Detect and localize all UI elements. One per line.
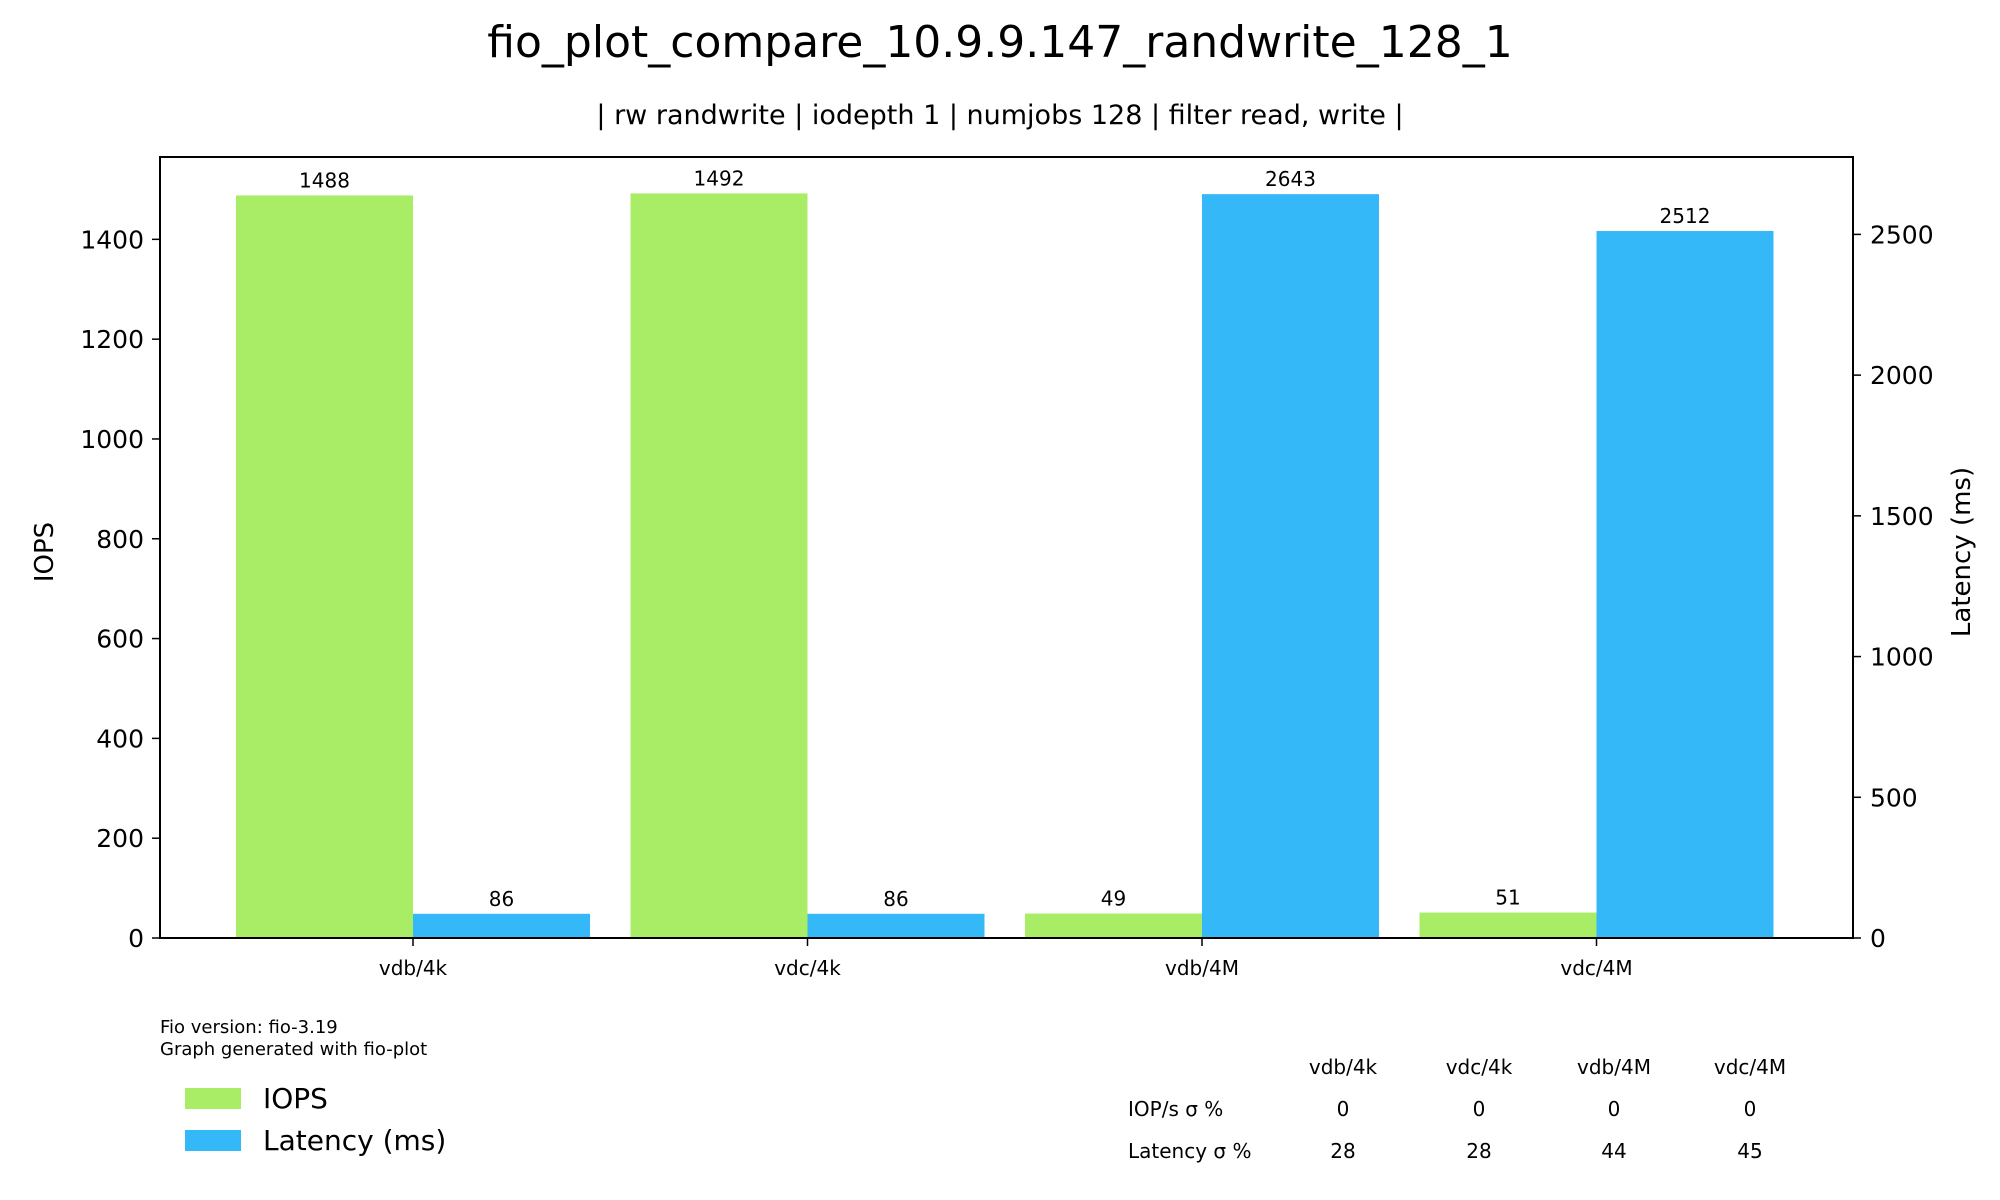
table-cell: 44 — [1601, 1139, 1626, 1163]
table-column-header: vdb/4k — [1309, 1055, 1378, 1079]
x-tick-label: vdc/4M — [1560, 956, 1632, 980]
y2-axis-label: Latency (ms) — [1947, 467, 1977, 637]
bar-group — [236, 193, 1774, 938]
y-tick-label: 800 — [96, 525, 144, 554]
y2-tick-label: 2000 — [1870, 361, 1934, 390]
y-tick-label: 200 — [96, 824, 144, 853]
bar-latency-ms-vdb-4k — [413, 913, 590, 938]
fio-version-note: Fio version: fio-3.19 — [160, 1017, 338, 1038]
legend-label: Latency (ms) — [263, 1124, 446, 1157]
legend-swatch — [185, 1088, 241, 1109]
left-axis-ticks: 0 200 400 600 800 1000 1200 1400 — [80, 225, 160, 953]
value-label-iops: 1488 — [299, 168, 350, 192]
x-axis-ticks: vdb/4k vdc/4k vdb/4M vdc/4M — [379, 938, 1633, 980]
y-tick-label: 0 — [128, 924, 144, 953]
legend: IOPS Latency (ms) — [185, 1082, 446, 1157]
table-cell: 0 — [1608, 1097, 1621, 1121]
y-axis-label: IOPS — [30, 522, 60, 582]
table-row-label: Latency σ % — [1128, 1139, 1251, 1163]
bar-latency-ms-vdc-4k — [807, 913, 985, 938]
bar-iops-vdb-4m — [1025, 913, 1202, 938]
table-cell: 28 — [1466, 1139, 1491, 1163]
bar-iops-vdb-4k — [236, 195, 413, 938]
x-tick-label: vdb/4M — [1165, 956, 1239, 980]
y2-tick-label: 1000 — [1870, 643, 1934, 672]
plot-frame — [159, 156, 1854, 939]
value-label-latency-ms: 2512 — [1660, 204, 1711, 228]
table-cell: 0 — [1337, 1097, 1350, 1121]
value-label-iops: 1492 — [694, 166, 745, 190]
stats-table: vdb/4k vdc/4k vdb/4M vdc/4M IOP/s σ % 0 0 0 0 Lat… — [1128, 1055, 1786, 1163]
y-tick-label: 1200 — [80, 325, 144, 354]
value-label-latency-ms: 86 — [489, 887, 514, 911]
chart-subtitle: | rw randwrite | iodepth 1 | numjobs 128… — [596, 100, 1403, 131]
x-tick-label: vdc/4k — [774, 956, 841, 980]
bar-value-labels: 1488 86 1492 86 49 2643 51 2512 — [299, 166, 1710, 910]
table-cell: 0 — [1744, 1097, 1757, 1121]
bar-latency-ms-vdb-4m — [1202, 194, 1379, 938]
bar-iops-vdc-4k — [630, 193, 808, 938]
table-column-header: vdc/4k — [1446, 1055, 1513, 1079]
value-label-iops: 51 — [1495, 886, 1520, 910]
right-axis-ticks: 0 500 1000 1500 2000 2500 — [1853, 220, 1934, 953]
y-tick-label: 1000 — [80, 425, 144, 454]
y2-tick-label: 0 — [1870, 924, 1886, 953]
x-tick-label: vdb/4k — [379, 956, 448, 980]
y2-tick-label: 500 — [1870, 783, 1918, 812]
bar-iops-vdc-4m — [1419, 912, 1597, 938]
value-label-latency-ms: 86 — [883, 887, 908, 911]
y-tick-label: 1400 — [80, 225, 144, 254]
y-tick-label: 600 — [96, 625, 144, 654]
value-label-iops: 49 — [1101, 887, 1126, 911]
table-row-label: IOP/s σ % — [1128, 1097, 1223, 1121]
chart-title: fio_plot_compare_10.9.9.147_randwrite_12… — [487, 17, 1512, 68]
bar-latency-ms-vdc-4m — [1596, 231, 1774, 938]
legend-label: IOPS — [263, 1082, 328, 1115]
table-cell: 0 — [1473, 1097, 1486, 1121]
value-label-latency-ms: 2643 — [1265, 167, 1316, 191]
table-column-header: vdb/4M — [1577, 1055, 1651, 1079]
generator-note: Graph generated with fio-plot — [160, 1039, 427, 1060]
y-tick-label: 400 — [96, 724, 144, 753]
table-cell: 28 — [1330, 1139, 1355, 1163]
legend-swatch — [185, 1130, 241, 1151]
y2-tick-label: 2500 — [1870, 220, 1934, 249]
y2-tick-label: 1500 — [1870, 502, 1934, 531]
table-column-header: vdc/4M — [1714, 1055, 1786, 1079]
table-cell: 45 — [1737, 1139, 1762, 1163]
